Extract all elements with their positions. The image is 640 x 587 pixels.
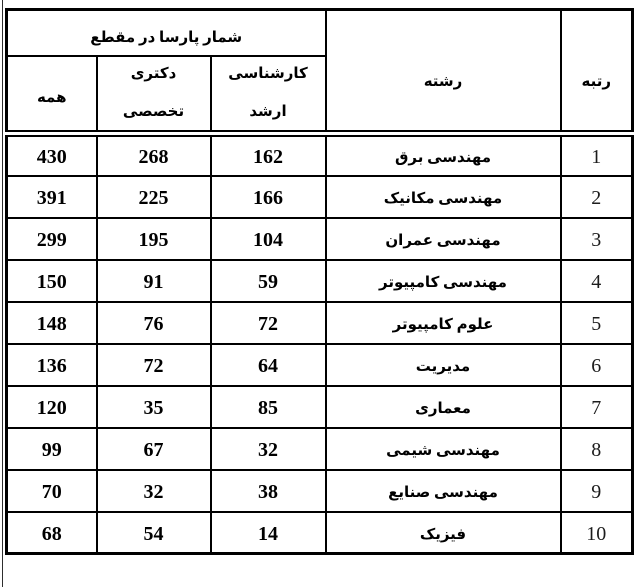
phd-cell: 35 — [95, 384, 212, 429]
masters-cell: 85 — [209, 384, 327, 429]
rank-column-header: رتبه — [559, 8, 634, 137]
field-cell: مهندسی عمران — [324, 216, 562, 261]
phd-cell: 268 — [95, 132, 212, 177]
rank-cell: 6 — [559, 342, 634, 387]
total-cell: 120 — [5, 384, 98, 429]
field-cell: مهندسی شیمی — [324, 426, 562, 471]
total-column-header: همه — [5, 54, 98, 137]
thesis-count-table: رتبه رشته شمار پارسا در مقطع کارشناسی ار… — [4, 8, 634, 555]
masters-column-header: کارشناسی ارشد — [209, 54, 327, 137]
phd-cell: 195 — [95, 216, 212, 261]
group-column-header: شمار پارسا در مقطع — [5, 8, 327, 57]
rank-cell: 10 — [559, 510, 634, 555]
rank-cell: 9 — [559, 468, 634, 513]
total-cell: 150 — [5, 258, 98, 303]
rank-cell: 5 — [559, 300, 634, 345]
table-row: 1 مهندسی برق 162 268 430 — [5, 132, 634, 177]
table-row: 8 مهندسی شیمی 32 67 99 — [5, 426, 634, 471]
masters-header-line1: کارشناسی — [228, 66, 308, 83]
table-row: 9 مهندسی صنایع 38 32 70 — [5, 468, 634, 513]
table-row: 3 مهندسی عمران 104 195 299 — [5, 216, 634, 261]
field-cell: فیزیک — [324, 510, 562, 555]
total-cell: 68 — [5, 510, 98, 555]
phd-cell: 72 — [95, 342, 212, 387]
phd-cell: 54 — [95, 510, 212, 555]
masters-cell: 162 — [209, 132, 327, 177]
field-cell: مهندسی مکانیک — [324, 174, 562, 219]
total-cell: 391 — [5, 174, 98, 219]
field-cell: مدیریت — [324, 342, 562, 387]
masters-cell: 14 — [209, 510, 327, 555]
table-row: 6 مدیریت 64 72 136 — [5, 342, 634, 387]
phd-header-line2: تخصصی — [122, 104, 185, 121]
left-edge-line — [2, 0, 3, 587]
field-cell: معماری — [324, 384, 562, 429]
rank-cell: 1 — [559, 132, 634, 177]
rank-cell: 3 — [559, 216, 634, 261]
phd-cell: 91 — [95, 258, 212, 303]
field-cell: مهندسی برق — [324, 132, 562, 177]
masters-header-line2: ارشد — [249, 104, 287, 121]
field-cell: مهندسی صنایع — [324, 468, 562, 513]
masters-cell: 104 — [209, 216, 327, 261]
field-cell: مهندسی کامپیوتر — [324, 258, 562, 303]
masters-cell: 59 — [209, 258, 327, 303]
field-column-header: رشته — [324, 8, 562, 137]
table-row: 5 علوم کامپیوتر 72 76 148 — [5, 300, 634, 345]
total-cell: 70 — [5, 468, 98, 513]
masters-cell: 38 — [209, 468, 327, 513]
phd-header-line1: دکتری — [130, 66, 177, 83]
table-row: 7 معماری 85 35 120 — [5, 384, 634, 429]
phd-cell: 67 — [95, 426, 212, 471]
phd-cell: 225 — [95, 174, 212, 219]
field-cell: علوم کامپیوتر — [324, 300, 562, 345]
phd-cell: 32 — [95, 468, 212, 513]
masters-cell: 32 — [209, 426, 327, 471]
total-cell: 136 — [5, 342, 98, 387]
total-cell: 430 — [5, 132, 98, 177]
rank-cell: 8 — [559, 426, 634, 471]
rank-cell: 7 — [559, 384, 634, 429]
phd-cell: 76 — [95, 300, 212, 345]
total-cell: 148 — [5, 300, 98, 345]
rank-cell: 2 — [559, 174, 634, 219]
phd-column-header: دکتری تخصصی — [95, 54, 212, 137]
table-row: 10 فیزیک 14 54 68 — [5, 510, 634, 555]
rank-cell: 4 — [559, 258, 634, 303]
masters-cell: 72 — [209, 300, 327, 345]
table-row: 2 مهندسی مکانیک 166 225 391 — [5, 174, 634, 219]
masters-cell: 64 — [209, 342, 327, 387]
total-cell: 99 — [5, 426, 98, 471]
table-row: 4 مهندسی کامپیوتر 59 91 150 — [5, 258, 634, 303]
masters-cell: 166 — [209, 174, 327, 219]
total-cell: 299 — [5, 216, 98, 261]
